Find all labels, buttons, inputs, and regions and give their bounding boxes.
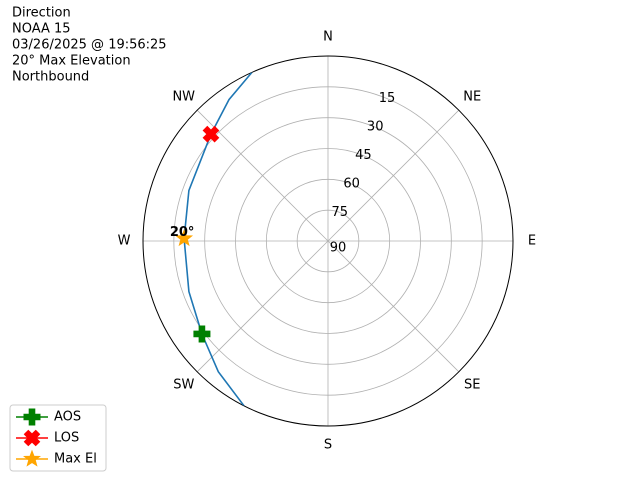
- theta-tick-label: SE: [464, 378, 480, 393]
- theta-tick-label: NW: [172, 89, 195, 104]
- r-tick-label: 60: [343, 177, 360, 192]
- marker-x: [202, 125, 220, 143]
- r-tick-label: 30: [367, 120, 384, 135]
- legend-label: AOS: [54, 410, 81, 425]
- grid-spoke: [196, 109, 329, 242]
- grid-spoke: [196, 240, 329, 373]
- theta-tick-label: SW: [173, 378, 194, 393]
- legend-marker: [23, 429, 41, 447]
- legend-marker: [23, 449, 41, 467]
- title-line: Direction: [12, 6, 71, 21]
- r-tick-label: 15: [379, 91, 396, 106]
- legend-label: Max El: [54, 452, 97, 467]
- theta-tick-label: E: [528, 234, 536, 249]
- theta-tick-label: N: [323, 30, 333, 45]
- annotation: 20°: [170, 225, 195, 240]
- title-line: Northbound: [12, 70, 89, 85]
- polar-frame: [142, 55, 514, 427]
- legend-label: LOS: [54, 431, 79, 446]
- r-tick-label: 45: [355, 148, 372, 163]
- title-line: 20° Max Elevation: [12, 54, 131, 69]
- r-tick-label: 75: [332, 205, 349, 220]
- marker-plus: [193, 325, 211, 343]
- legend-marker: [23, 408, 41, 426]
- grid-spoke: [327, 240, 460, 373]
- marker-star: [175, 229, 194, 247]
- theta-tick-label: W: [118, 234, 131, 249]
- grid-spoke: [327, 109, 460, 242]
- r-tick-label: 90: [330, 241, 347, 256]
- title-line: NOAA 15: [12, 22, 71, 37]
- title-line: 03/26/2025 @ 19:56:25: [12, 38, 167, 53]
- theta-tick-label: NE: [463, 89, 481, 104]
- theta-tick-label: S: [324, 438, 332, 453]
